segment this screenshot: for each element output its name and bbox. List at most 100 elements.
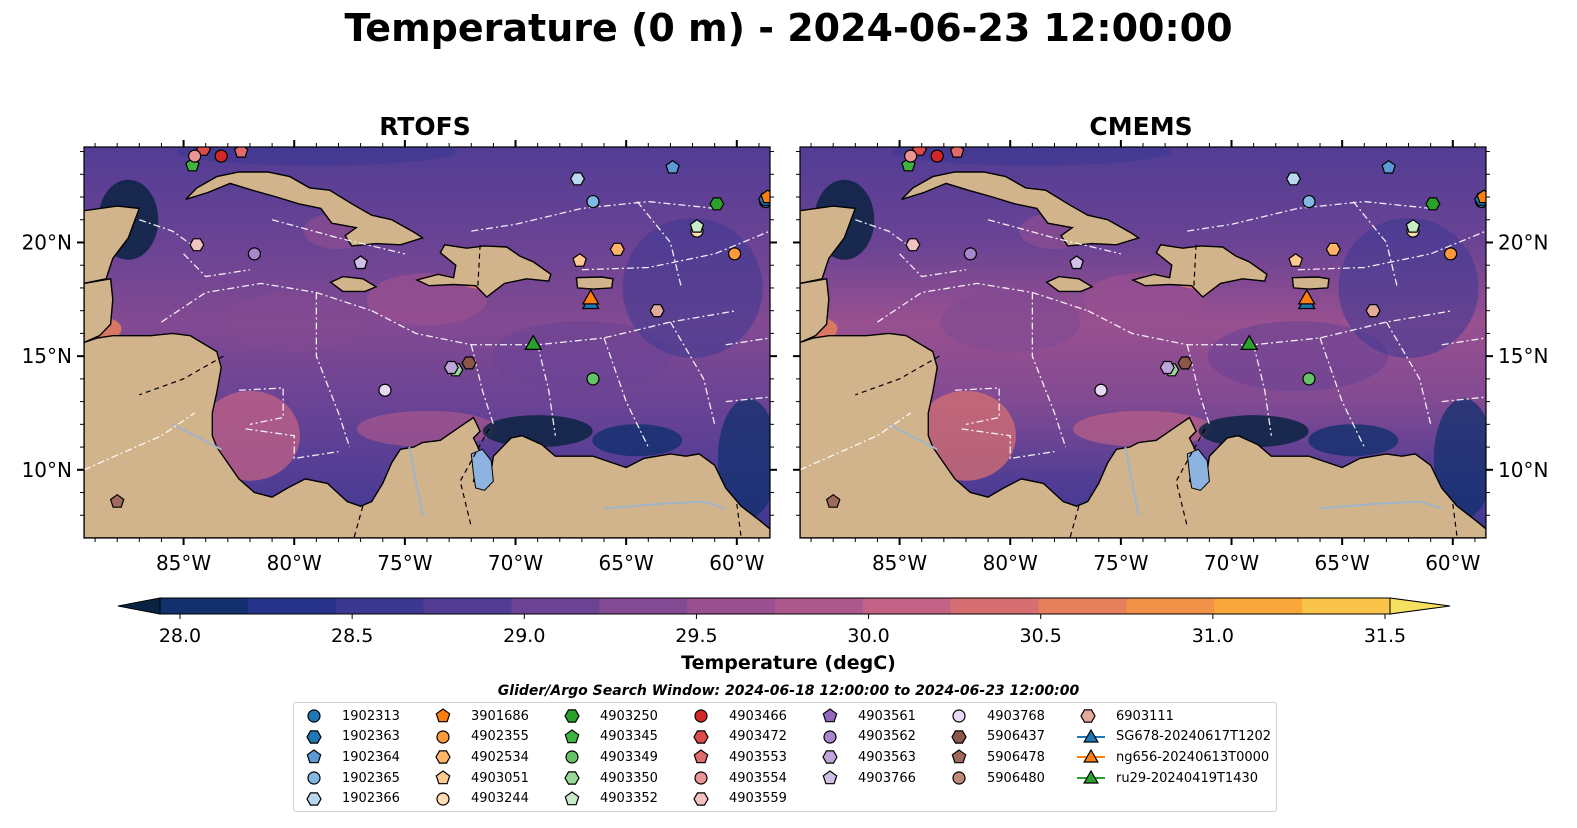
legend-item: 4903349: [560, 747, 658, 768]
colorbar-tick-label: 28.5: [331, 625, 373, 647]
legend-column: 4903466 4903472 4903553 4903554 4903559: [689, 706, 787, 809]
triangle-line-marker-icon: [1077, 769, 1105, 784]
country-border: [353, 506, 364, 538]
eez-boundary: [1352, 201, 1399, 289]
legend-item: 4903472: [689, 727, 787, 748]
legend-label: 4903472: [729, 729, 787, 745]
lon-tick-label: 70°W: [1204, 551, 1259, 575]
map-panel-rtofs: 85°W 80°W 75°W 70°W 65°W 60°W 20°N 15°N 10°N: [22, 140, 777, 575]
eez-boundary: [581, 230, 770, 271]
float-marker-5906437: [461, 356, 477, 370]
country-border: [1452, 503, 1458, 538]
legend-item: 4903562: [818, 727, 916, 748]
legend-column: 6903111 SG678-20240617T1202 ng656-20240613…: [1076, 706, 1271, 788]
country-border: [1193, 244, 1197, 286]
legend-column: 4903768 5906437 5906478 5906480: [947, 706, 1045, 788]
land-belizeGuatemala: [84, 277, 114, 344]
float-marker-4903768: [378, 383, 392, 397]
colorbar-tick-label: 30.5: [1020, 625, 1062, 647]
hexagon-marker-icon: [564, 771, 580, 785]
temperature-patch: [1338, 217, 1479, 358]
legend-item: 4902355: [431, 727, 529, 748]
legend-item: 4903554: [689, 768, 787, 789]
eez-boundary: [961, 428, 1055, 460]
legend-label: 5906437: [987, 729, 1045, 745]
legend-label: 4903350: [600, 770, 658, 786]
legend-item: 1902365: [302, 768, 400, 789]
lon-tick-label: 65°W: [599, 551, 654, 575]
eez-boundary: [371, 310, 737, 346]
pentagon-marker-icon: [306, 749, 322, 764]
colorbar-segment: [1214, 598, 1303, 614]
temperature-patch: [1083, 273, 1203, 326]
legend-column: 1902313 1902363 1902364 1902365 1902366: [302, 706, 400, 809]
circle-marker-icon: [694, 709, 708, 723]
colorbar-segment: [335, 598, 425, 614]
eez-boundary: [1253, 344, 1272, 436]
pentagon-marker-icon: [564, 729, 580, 744]
legend-label: 4903561: [858, 708, 916, 724]
pentagon-marker-icon: [435, 708, 451, 723]
float-marker-4903554: [904, 149, 918, 163]
legend-item: 5906478: [947, 747, 1045, 768]
colorbar-tick-label: 31.0: [1192, 625, 1234, 647]
land-yucatan: [800, 205, 857, 285]
colorbar-segment: [687, 598, 776, 614]
colorbar-segment: [511, 598, 600, 614]
legend-item: 1902366: [302, 788, 400, 809]
temperature-patch: [940, 292, 1081, 353]
float-marker-4902534: [1325, 242, 1341, 256]
eez-boundary: [238, 387, 284, 425]
colorbar-extend-min: [117, 597, 161, 615]
float-marker-3901686: [760, 189, 770, 204]
legend-item: 4903466: [689, 706, 787, 727]
eez-boundary: [855, 219, 912, 248]
float-marker-4902534: [609, 242, 625, 256]
float-marker-4903562: [247, 247, 261, 261]
lon-tick-label: 80°W: [983, 551, 1038, 575]
pentagon-marker-icon: [564, 790, 580, 805]
hexagon-marker-icon: [693, 730, 709, 744]
legend-label: 1902366: [342, 791, 400, 807]
river: [603, 500, 727, 510]
legend-item: ng656-20240613T0000: [1076, 747, 1271, 768]
eez-boundary: [1186, 344, 1211, 425]
legend-label: 4903345: [600, 729, 658, 745]
lake-maracaibo: [470, 448, 494, 491]
legend-item: 4903553: [689, 747, 787, 768]
float-marker-4902355: [1443, 247, 1458, 261]
float-marker-4903563: [443, 360, 459, 375]
land-hispaniola: [414, 244, 552, 298]
legend-item: 4902534: [431, 747, 529, 768]
lat-tick-label: 15°N: [1498, 344, 1548, 368]
colorbar-title: Temperature (degC): [681, 652, 896, 674]
temperature-patch: [717, 398, 770, 519]
float-marker-4903766: [1069, 255, 1084, 270]
eez-boundary: [1087, 310, 1453, 346]
eez-boundary: [603, 337, 649, 448]
float-marker-1902364: [1381, 159, 1396, 174]
legend-item: 1902313: [302, 706, 400, 727]
circle-marker-icon: [436, 792, 450, 806]
lon-tick-label: 80°W: [267, 551, 322, 575]
glider-marker-ng656-20240613T0000: [581, 288, 600, 305]
circle-marker-icon: [307, 709, 321, 723]
legend-label: 1902363: [342, 729, 400, 745]
eez-boundary: [84, 412, 196, 471]
country-border: [139, 355, 224, 396]
float-marker-4903352: [1405, 218, 1421, 233]
colorbar-tick-label: 29.5: [675, 625, 717, 647]
land-caribbeanCoastCA: [84, 332, 770, 538]
colorbar-tick-label: 28.0: [159, 625, 201, 647]
legend-label: 4903244: [471, 791, 529, 807]
colorbar-segment: [160, 598, 249, 614]
lat-tick-label: 10°N: [22, 458, 72, 482]
hexagon-marker-icon: [564, 709, 580, 723]
country-border: [855, 355, 940, 396]
legend-item: 4903350: [560, 768, 658, 789]
legend-label: 4903768: [987, 708, 1045, 724]
legend-item: 4903352: [560, 788, 658, 809]
circle-marker-icon: [823, 730, 837, 744]
river: [408, 446, 424, 516]
legend-item: 4903244: [431, 788, 529, 809]
